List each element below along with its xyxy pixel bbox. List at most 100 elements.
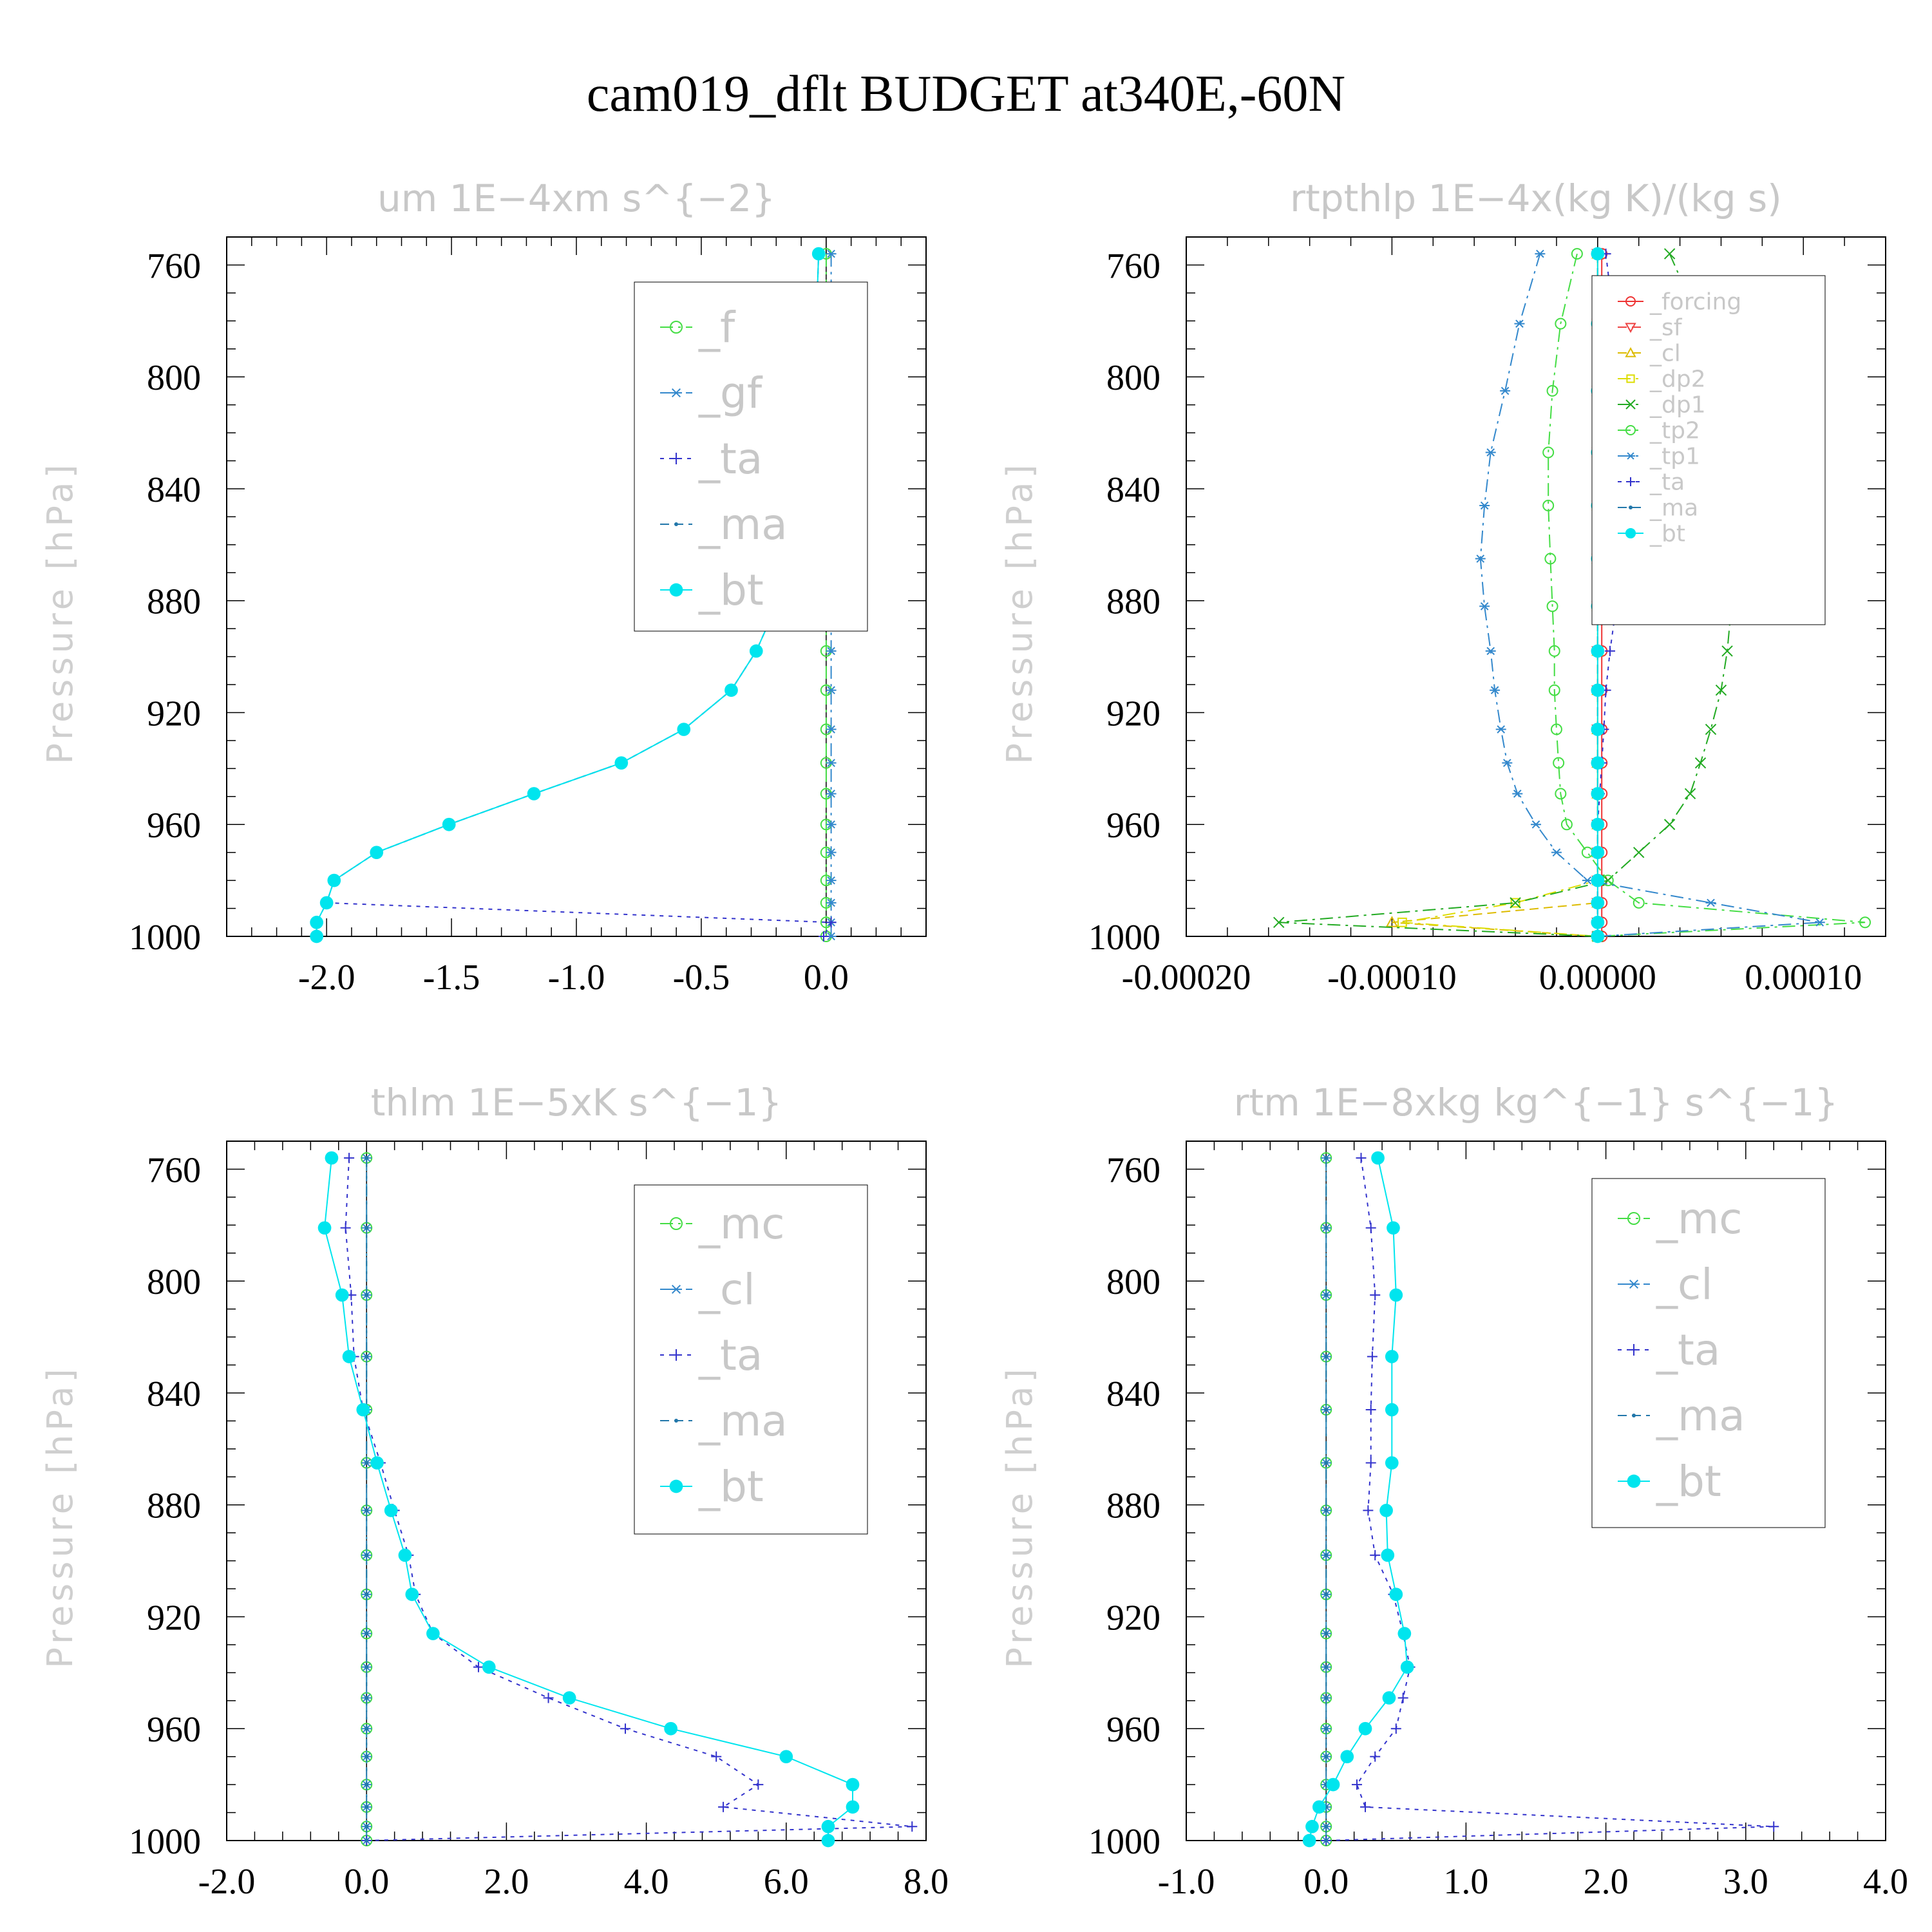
legend-marker (670, 1217, 683, 1230)
y-tick-label: 800 (1106, 358, 1160, 398)
data-point (1495, 725, 1506, 734)
legend-box (1591, 275, 1826, 625)
legend-marker (1632, 1414, 1636, 1417)
data-point (711, 1751, 722, 1762)
data-point (1360, 1801, 1371, 1812)
series-line (1479, 253, 1820, 937)
legend-label: _forcing (1649, 289, 1741, 316)
data-point (1814, 918, 1825, 927)
x-tick-label: -0.00020 (1122, 958, 1251, 998)
legend-label: _sf (1649, 315, 1683, 341)
data-point (1633, 846, 1645, 858)
data-point (1514, 319, 1525, 328)
data-point (562, 1691, 576, 1705)
data-point (473, 1662, 484, 1672)
data-point (1544, 553, 1557, 565)
data-point (1358, 1721, 1372, 1736)
series-bt (317, 1151, 860, 1848)
data-point (753, 1779, 764, 1790)
data-point (826, 725, 837, 734)
budget-panel-3: thlm 1E−5xK s^{−1} Pressure [hPa] 760 800 84… (40, 1081, 949, 1902)
y-axis-label: Pressure [hPa] (40, 460, 80, 764)
data-point (1371, 1151, 1385, 1165)
y-tick-label: 760 (1106, 246, 1160, 286)
data-point (327, 873, 341, 887)
data-point (818, 931, 829, 942)
data-point (1479, 501, 1490, 510)
data-point (1387, 1221, 1400, 1235)
data-point (527, 787, 541, 800)
legend-box (634, 1184, 868, 1535)
data-point (1485, 647, 1496, 656)
data-point (340, 1222, 351, 1233)
y-tick-label: 1000 (1088, 918, 1160, 958)
data-point (1705, 723, 1717, 735)
data-point (1324, 1226, 1329, 1230)
data-point (1351, 1779, 1362, 1790)
data-point (1365, 1405, 1376, 1416)
data-point (1324, 1553, 1329, 1557)
data-point (1705, 898, 1716, 907)
data-point (1715, 685, 1727, 696)
data-point (779, 1750, 793, 1764)
data-point (1591, 644, 1605, 658)
data-point (1324, 1754, 1329, 1759)
data-point (1356, 1153, 1367, 1164)
data-point (1379, 1504, 1393, 1517)
legend-marker (1628, 1279, 1640, 1289)
panel-title: um 1E−4xm s^{−2} (377, 176, 775, 220)
data-point (365, 1696, 369, 1700)
data-point (317, 1221, 332, 1235)
data-point (1389, 1288, 1403, 1302)
data-point (365, 1839, 369, 1842)
x-tick-label: 1.0 (1443, 1862, 1488, 1902)
data-point (310, 915, 323, 929)
y-tick-label: 880 (147, 1486, 201, 1526)
data-point (1475, 554, 1486, 563)
series-line (1392, 254, 1598, 937)
data-point (1397, 917, 1407, 927)
series-line (1326, 1157, 1774, 1841)
legend-marker (1625, 425, 1636, 435)
data-point (319, 896, 334, 910)
data-point (1546, 600, 1558, 612)
y-tick-label: 920 (1106, 1598, 1160, 1638)
y-tick-label: 840 (1106, 1374, 1160, 1414)
data-point (1326, 1777, 1340, 1792)
data-point (365, 1461, 369, 1465)
legend-label: _ma (1656, 1391, 1745, 1441)
data-point (1381, 1548, 1395, 1562)
budget-panel-4: rtm 1E−8xkg kg^{−1} s^{−1} Pressure [hPa]… (999, 1081, 1908, 1902)
data-point (1591, 929, 1605, 943)
data-point (1633, 896, 1645, 909)
data-point (365, 1226, 369, 1230)
legend-label: _ma (698, 500, 788, 549)
y-tick-label: 840 (147, 470, 201, 510)
data-point (826, 848, 837, 857)
data-point (370, 1456, 384, 1470)
series-cl (1385, 247, 1604, 942)
data-point (1591, 787, 1605, 800)
legend-box (634, 281, 868, 632)
legend-marker (674, 1419, 678, 1423)
legend-marker (669, 583, 683, 597)
data-point (1385, 1456, 1399, 1470)
y-axis-label: Pressure [hPa] (999, 460, 1040, 764)
data-point (664, 1721, 677, 1736)
data-point (1591, 723, 1605, 736)
x-tick-label: 4.0 (624, 1862, 669, 1902)
data-point (1324, 1293, 1329, 1297)
x-tick-label: 0.00000 (1539, 958, 1656, 998)
y-tick-label: 760 (147, 1150, 201, 1190)
data-point (1510, 897, 1521, 909)
data-point (370, 846, 384, 860)
legend: _forcing_sf_cl_dp2_dp1_tp2_tp1_ta_ma_bt (1591, 275, 1826, 625)
x-tick-label: -1.0 (548, 958, 605, 998)
x-tick-label: 8.0 (904, 1862, 949, 1902)
data-point (1591, 817, 1605, 831)
data-point (405, 1587, 419, 1602)
data-point (1400, 1660, 1414, 1674)
legend-marker (670, 1284, 682, 1294)
legend-label: _tp1 (1649, 444, 1700, 470)
